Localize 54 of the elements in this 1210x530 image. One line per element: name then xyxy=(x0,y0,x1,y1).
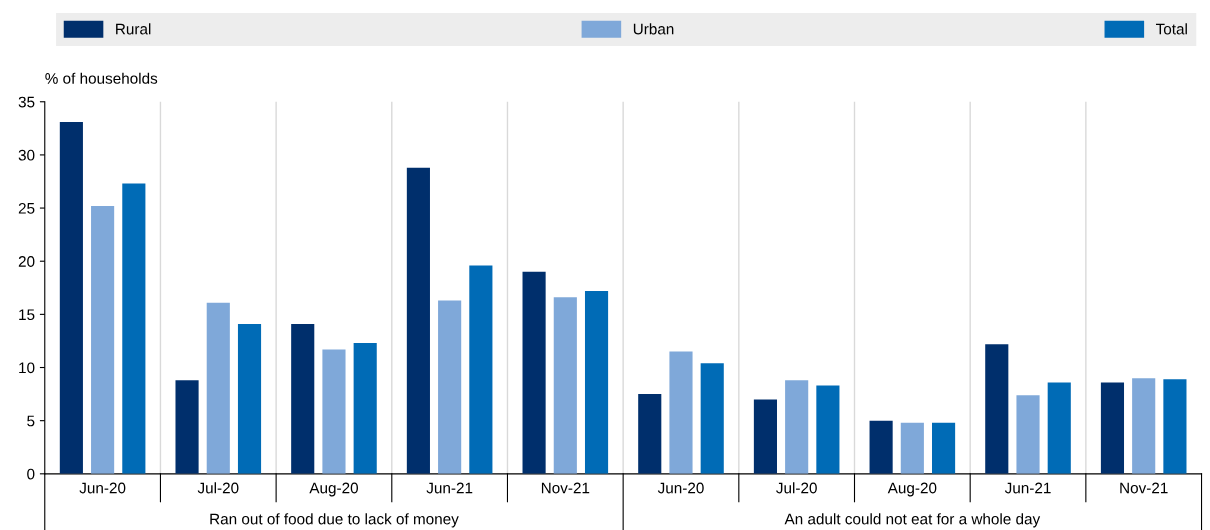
x-tick-label: Nov-21 xyxy=(541,482,590,494)
legend-label: Urban xyxy=(633,23,674,35)
bar xyxy=(638,394,662,474)
bar xyxy=(522,271,546,474)
y-tick-label: 5 xyxy=(27,415,35,427)
bar xyxy=(1047,382,1071,474)
x-tick-label: Jun-21 xyxy=(1004,482,1051,494)
bar xyxy=(353,343,377,474)
bar xyxy=(469,265,493,474)
bar xyxy=(59,121,83,474)
x-tick-label: Nov-21 xyxy=(1120,482,1168,494)
bar xyxy=(175,380,199,474)
bar xyxy=(1132,378,1156,474)
bar xyxy=(406,167,430,474)
bar xyxy=(985,344,1009,474)
text: Ran out of food due to lack of money xyxy=(210,513,459,528)
bar xyxy=(1100,382,1125,474)
bar xyxy=(553,297,577,474)
bar xyxy=(753,399,777,474)
bar xyxy=(91,205,115,474)
legend-label: Rural xyxy=(116,23,151,35)
x-tick-label: Aug-20 xyxy=(309,482,358,497)
y-tick-label: 35 xyxy=(18,96,35,108)
y-tick-label: 25 xyxy=(18,202,35,214)
bar xyxy=(584,290,609,474)
y-tick-label: 20 xyxy=(18,256,35,267)
legend-label: Total xyxy=(1155,23,1187,35)
bar xyxy=(237,323,262,474)
bar xyxy=(1163,379,1187,474)
bar xyxy=(932,422,956,474)
x-tick-label: Jun-20 xyxy=(657,482,704,494)
bar xyxy=(291,323,315,474)
bar xyxy=(900,422,924,474)
text: An adult could not eat for a whole day xyxy=(784,513,1041,528)
bar xyxy=(206,302,230,474)
bar xyxy=(438,300,462,474)
bar xyxy=(122,183,146,474)
x-tick-label: Jun-20 xyxy=(79,482,126,494)
x-tick-label: Jul-20 xyxy=(197,482,239,494)
bar xyxy=(322,349,346,474)
x-tick-label: Jul-20 xyxy=(776,482,817,494)
bar xyxy=(700,363,724,474)
y-tick-label: 0 xyxy=(27,468,35,480)
bar xyxy=(816,385,840,474)
y-tick-label: 10 xyxy=(19,362,35,374)
y-tick-label: 30 xyxy=(18,149,35,161)
bar xyxy=(869,420,893,474)
x-tick-label: Aug-20 xyxy=(887,482,937,497)
y-tick-label: 15 xyxy=(19,309,35,321)
bar xyxy=(669,351,693,474)
bar xyxy=(785,380,809,474)
y-axis-title: % of households xyxy=(45,72,158,84)
x-tick-label: Jun-21 xyxy=(426,482,473,494)
bar xyxy=(1016,395,1040,474)
